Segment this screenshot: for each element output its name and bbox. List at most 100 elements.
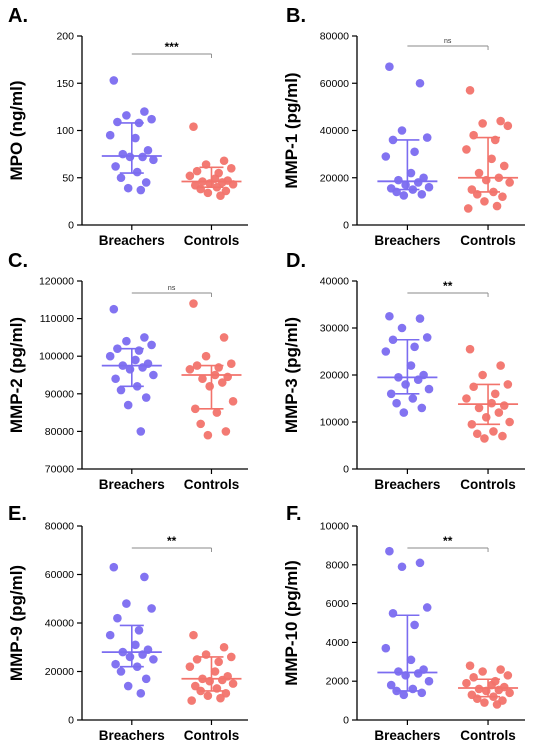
y-tick-label: 8000 bbox=[326, 559, 350, 571]
y-tick-label: 200 bbox=[56, 31, 74, 43]
data-point bbox=[505, 178, 514, 187]
data-point bbox=[147, 114, 156, 124]
series-controls bbox=[458, 344, 519, 443]
series-breachers bbox=[101, 304, 162, 436]
data-point bbox=[140, 333, 149, 342]
data-point bbox=[494, 685, 504, 695]
significance-label: ns bbox=[168, 285, 176, 292]
data-point bbox=[503, 121, 513, 131]
data-point bbox=[226, 359, 236, 369]
y-tick-label: 80000 bbox=[45, 521, 74, 533]
panel-d: D. MMP-3 (pg/ml) 0 10000 20000 30000 40000 Brea… bbox=[282, 250, 525, 492]
data-point bbox=[386, 680, 396, 690]
data-point bbox=[397, 126, 407, 135]
data-point bbox=[122, 336, 131, 346]
data-point bbox=[469, 382, 478, 392]
data-point bbox=[125, 152, 135, 162]
data-point bbox=[410, 147, 419, 157]
series-breachers bbox=[377, 62, 438, 200]
data-point bbox=[226, 652, 236, 662]
y-tick-label: 20000 bbox=[320, 172, 349, 184]
y-tick-label: 50 bbox=[62, 172, 74, 184]
data-point bbox=[141, 393, 151, 402]
data-point bbox=[140, 107, 149, 116]
data-point bbox=[465, 86, 475, 95]
data-point bbox=[201, 351, 211, 361]
data-point bbox=[131, 355, 140, 365]
y-tick-label: 80000 bbox=[45, 426, 74, 438]
data-point bbox=[386, 389, 396, 399]
y-axis-label: MMP-9 (pg/ml) bbox=[7, 565, 26, 681]
data-point bbox=[147, 340, 156, 350]
series-controls bbox=[458, 661, 519, 709]
category-label-breachers: Breachers bbox=[99, 233, 165, 248]
data-point bbox=[192, 655, 202, 664]
data-point bbox=[116, 667, 126, 676]
data-point bbox=[469, 673, 478, 682]
data-point bbox=[499, 161, 509, 171]
data-point bbox=[109, 562, 119, 572]
y-axis-label: MPO (ng/ml) bbox=[7, 80, 26, 180]
panel-label: A. bbox=[8, 5, 28, 27]
data-point bbox=[109, 76, 119, 85]
category-label-controls: Controls bbox=[460, 477, 516, 492]
category-label-controls: Controls bbox=[460, 233, 516, 248]
data-point bbox=[219, 642, 229, 652]
data-point bbox=[122, 599, 131, 608]
y-axis-label: MMP-3 (pg/ml) bbox=[282, 317, 301, 433]
data-point bbox=[381, 152, 391, 161]
data-point bbox=[111, 162, 120, 171]
panel-label: C. bbox=[8, 250, 28, 272]
data-point bbox=[381, 643, 391, 653]
data-point bbox=[381, 347, 391, 356]
data-point bbox=[143, 146, 153, 155]
data-point bbox=[185, 662, 195, 671]
data-point bbox=[385, 62, 394, 72]
data-point bbox=[392, 398, 401, 408]
series-controls bbox=[181, 299, 242, 440]
data-point bbox=[132, 167, 142, 177]
significance-label: ** bbox=[167, 534, 177, 548]
data-point bbox=[489, 427, 498, 436]
data-point bbox=[192, 361, 202, 370]
data-point bbox=[219, 156, 229, 166]
data-point bbox=[474, 403, 484, 413]
data-point bbox=[499, 401, 509, 410]
panel-label: D. bbox=[286, 250, 306, 272]
data-point bbox=[134, 625, 144, 635]
series-controls bbox=[181, 122, 242, 201]
data-point bbox=[401, 380, 410, 389]
data-point bbox=[134, 346, 144, 355]
series-breachers bbox=[101, 76, 162, 195]
data-point bbox=[185, 171, 195, 181]
data-point bbox=[196, 419, 205, 429]
data-point bbox=[140, 572, 149, 582]
series-breachers bbox=[101, 562, 162, 698]
series-breachers bbox=[377, 546, 438, 700]
y-tick-label: 100 bbox=[56, 125, 74, 137]
data-point bbox=[228, 397, 238, 406]
data-point bbox=[203, 430, 213, 440]
panel-f: F. MMP-10 (pg/ml) 0 2000 4000 6000 8000 10000 Br… bbox=[282, 503, 525, 743]
data-point bbox=[406, 361, 416, 370]
data-point bbox=[422, 603, 432, 612]
data-point bbox=[474, 684, 484, 694]
data-point bbox=[123, 400, 133, 410]
category-label-controls: Controls bbox=[184, 728, 240, 743]
data-point bbox=[478, 370, 487, 380]
data-point bbox=[385, 311, 394, 321]
data-point bbox=[203, 691, 213, 701]
data-point bbox=[388, 609, 398, 618]
y-tick-label: 10000 bbox=[320, 521, 349, 533]
data-point bbox=[212, 408, 222, 417]
data-point bbox=[415, 78, 425, 88]
significance-label: *** bbox=[165, 40, 179, 54]
y-tick-label: 0 bbox=[68, 715, 74, 727]
panel-e: E. MMP-9 (pg/ml) 0 20000 40000 60000 80000 Brea… bbox=[7, 503, 248, 743]
data-point bbox=[399, 191, 409, 200]
data-point bbox=[503, 380, 513, 389]
y-tick-label: 120000 bbox=[39, 276, 74, 288]
significance-label: ** bbox=[443, 534, 453, 548]
